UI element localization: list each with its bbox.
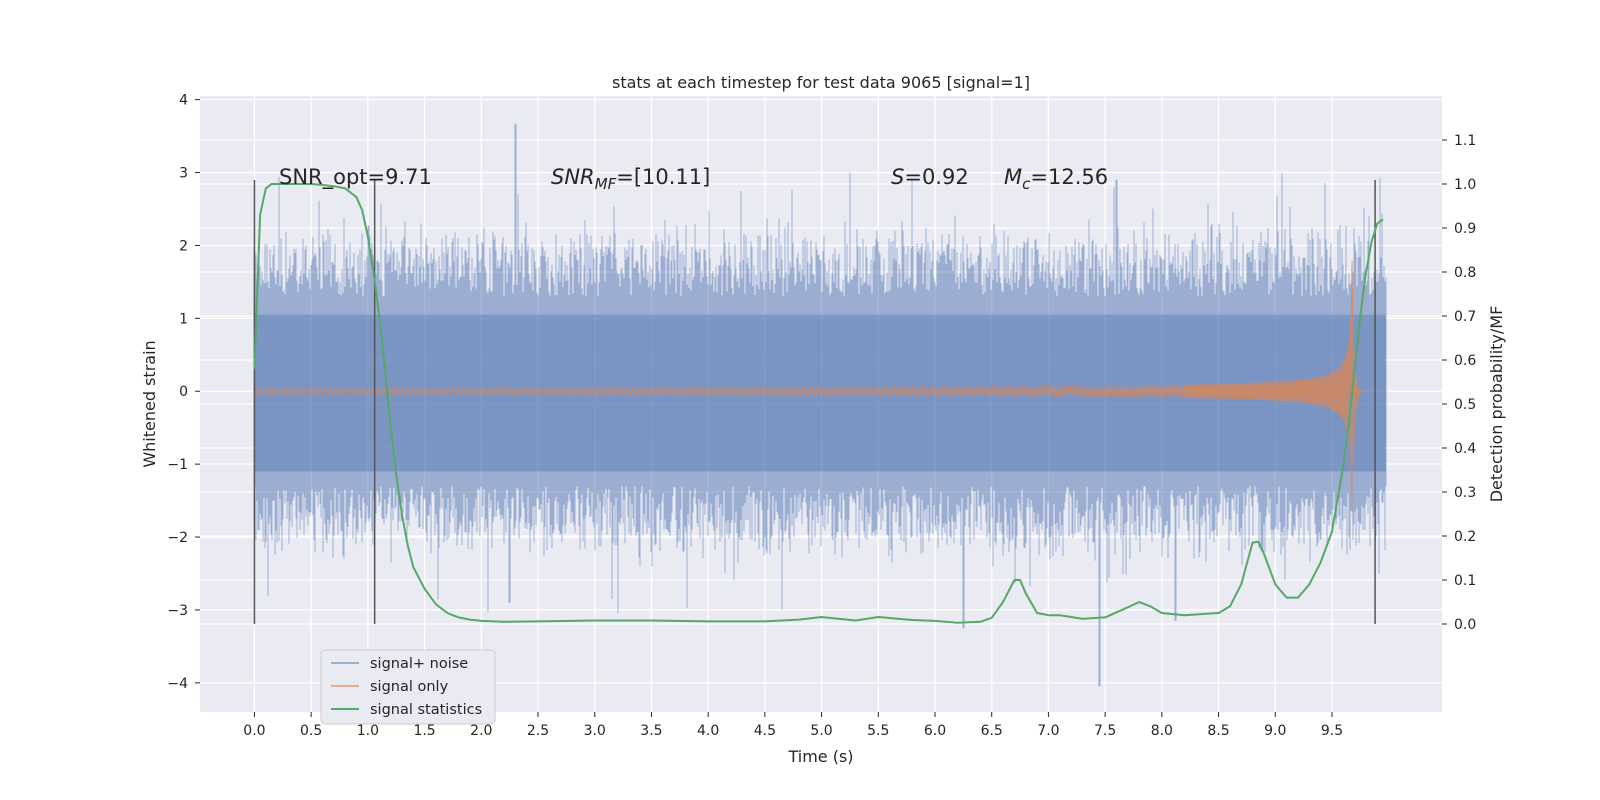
y-tick-label: −3 — [167, 603, 188, 619]
y2-axis-label: Detection probability/MF — [1487, 306, 1506, 503]
x-tick-label: 1.5 — [413, 723, 435, 739]
snr-mf-base: SNR — [551, 165, 595, 189]
x-tick-label: 0.0 — [243, 723, 265, 739]
snr-mf-annotation: SNRMF=[10.11] — [551, 165, 710, 193]
y2-tick-label: 0.3 — [1454, 485, 1476, 501]
y-tick-label: 4 — [179, 93, 188, 109]
x-tick-label: 9.0 — [1264, 723, 1286, 739]
signal-statistics-line — [253, 183, 1384, 624]
s-value: =0.92 — [904, 165, 968, 189]
legend-box — [320, 649, 496, 725]
x-tick-label: 5.0 — [810, 723, 832, 739]
y-tick-label: 1 — [179, 311, 188, 327]
x-tick-label: 0.5 — [300, 723, 322, 739]
signal-only-series — [253, 260, 1387, 523]
mc-sub: c — [1022, 175, 1031, 193]
x-tick-label: 8.5 — [1207, 723, 1229, 739]
x-tick-label: 3.0 — [584, 723, 606, 739]
mc-value: =12.56 — [1030, 165, 1108, 189]
y-tick-label: 3 — [179, 166, 188, 182]
snr-mf-value: =[10.11] — [616, 165, 710, 189]
legend: signal+ noise signal only signal statist… — [320, 649, 496, 725]
y2-tick-label: 0.5 — [1454, 397, 1476, 413]
y2-tick-label: 0.1 — [1454, 573, 1476, 589]
x-tick-label: 1.0 — [357, 723, 379, 739]
legend-label-signal-statistics: signal statistics — [370, 702, 482, 718]
y-tick-label: −4 — [167, 676, 188, 692]
x-tick-label: 8.0 — [1151, 723, 1173, 739]
x-tick-label: 7.0 — [1037, 723, 1059, 739]
snr-opt-annotation: SNR_opt=9.71 — [279, 165, 432, 190]
x-tick-label: 6.5 — [981, 723, 1003, 739]
x-tick-label: 7.5 — [1094, 723, 1116, 739]
x-tick-label: 4.5 — [754, 723, 776, 739]
y2-tick-label: 1.0 — [1454, 177, 1476, 193]
y2-tick-label: 0.9 — [1454, 221, 1476, 237]
signal-only-trace — [253, 260, 1387, 497]
x-tick-label: 6.0 — [924, 723, 946, 739]
y-tick-label: −2 — [167, 530, 188, 546]
y2-tick-label: 0.2 — [1454, 529, 1476, 545]
y2-tick-label: 0.6 — [1454, 353, 1476, 369]
chart-title: stats at each timestep for test data 906… — [612, 73, 1030, 92]
x-tick-label: 2.0 — [470, 723, 492, 739]
y2-tick-label: 0.0 — [1454, 617, 1476, 633]
y2-tick-label: 0.4 — [1454, 441, 1476, 457]
signal-statistics-series — [253, 183, 1384, 624]
x-tick-label: 9.5 — [1321, 723, 1343, 739]
y-tick-label: 0 — [179, 384, 188, 400]
x-tick-label: 4.0 — [697, 723, 719, 739]
y2-tick-label: 0.8 — [1454, 265, 1476, 281]
mc-annotation: Mc=12.56 — [1004, 165, 1108, 193]
x-tick-label: 3.5 — [640, 723, 662, 739]
x-axis-label: Time (s) — [787, 747, 853, 766]
y-ticks: 4 3 2 1 0 −1 −2 −3 −4 — [167, 93, 200, 692]
snr-mf-sub: MF — [595, 175, 617, 193]
s-annotation: S=0.92 — [891, 165, 969, 189]
mc-var: M — [1004, 165, 1022, 189]
y-tick-label: −1 — [167, 457, 188, 473]
signal-only-envelope — [1184, 260, 1387, 523]
x-tick-label: 5.5 — [867, 723, 889, 739]
y2-tick-label: 0.7 — [1454, 309, 1476, 325]
y2-tick-label: 1.1 — [1454, 133, 1476, 149]
x-tick-label: 2.5 — [527, 723, 549, 739]
y-axis-label: Whitened strain — [140, 340, 159, 467]
y-tick-label: 2 — [179, 238, 188, 254]
y2-ticks: 1.1 1.0 0.9 0.8 0.7 0.6 0.5 0.4 0.3 0.2 0.1 0.0 — [1442, 133, 1476, 633]
legend-label-signal-noise: signal+ noise — [370, 656, 468, 672]
legend-label-signal-only: signal only — [370, 679, 449, 695]
vertical-markers — [253, 180, 1376, 624]
x-ticks: 0.0 0.5 1.0 1.5 2.0 2.5 3.0 3.5 4.0 4.5 5.0 5.5 6.0 6… — [243, 712, 1343, 739]
s-var: S — [891, 165, 904, 189]
